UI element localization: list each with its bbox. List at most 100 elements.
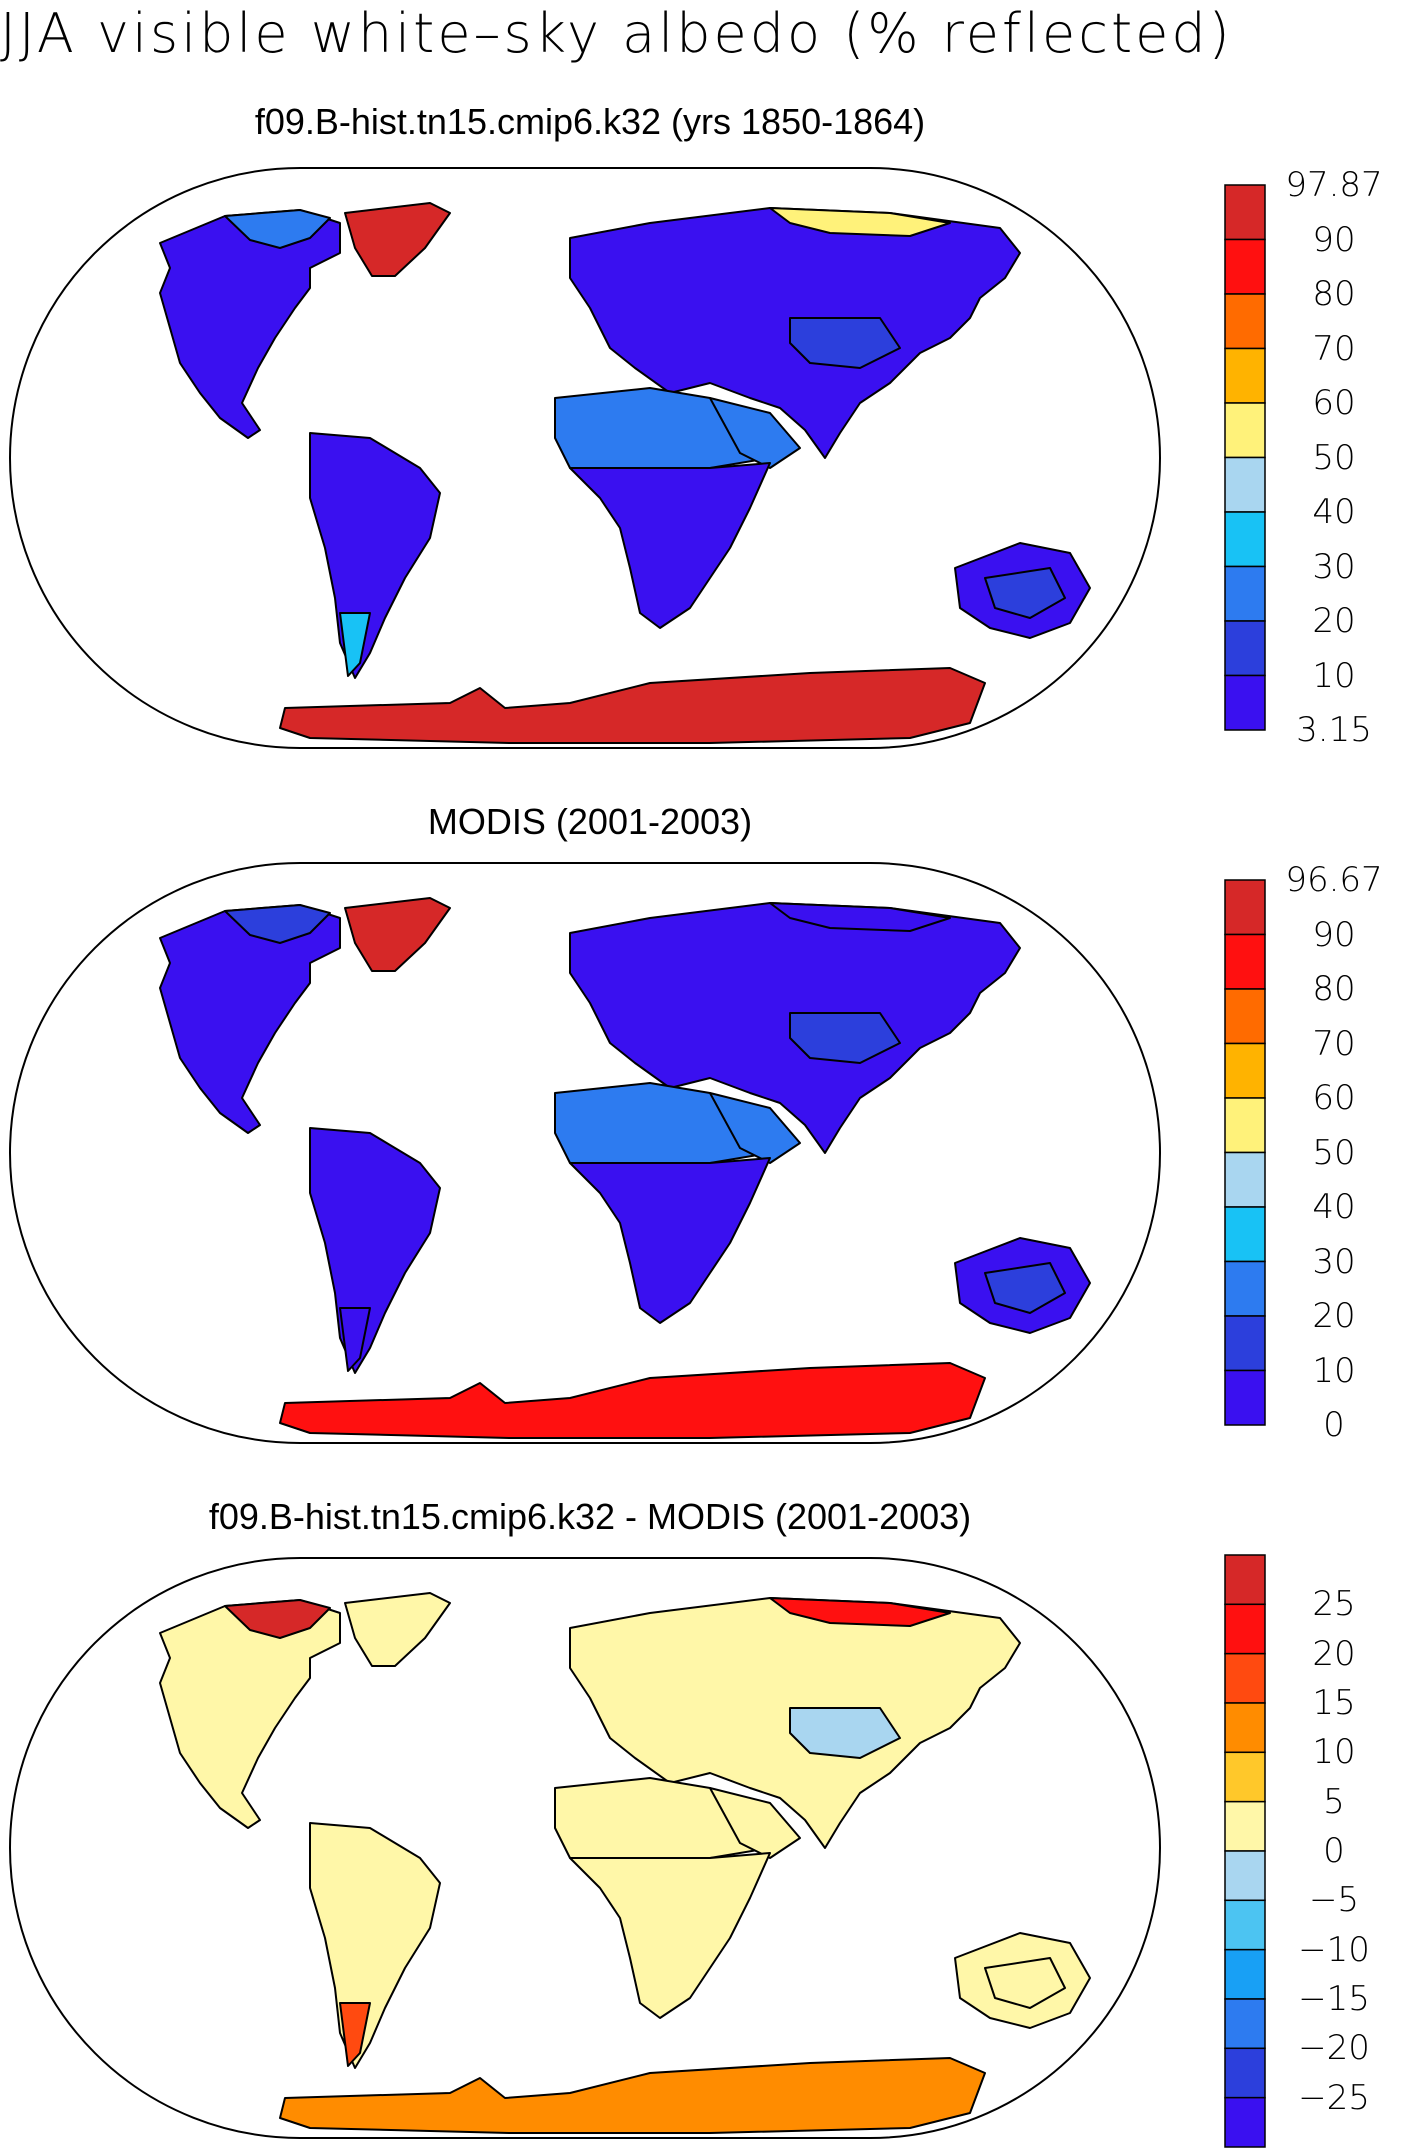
land-region-greenland <box>344 1592 451 1667</box>
colorbar-tick-label: −10 <box>1298 1929 1370 1970</box>
colorbar-tick-label: 5 <box>1323 1781 1345 1822</box>
land-region-patagonia <box>339 1307 371 1372</box>
colorbar-swatch <box>1224 565 1266 622</box>
map-panel-model <box>9 167 1266 749</box>
colorbar-tick-label: 60 <box>1312 383 1356 423</box>
colorbar-tick-label: 30 <box>1312 546 1356 587</box>
colorbar-swatch <box>1224 2096 1266 2148</box>
colorbar-tick-label: 10 <box>1312 1732 1356 1773</box>
land-region-antarctica <box>279 1362 986 1439</box>
colorbar-swatch <box>1224 1702 1266 1754</box>
colorbar-swatch <box>1224 238 1266 295</box>
colorbar-swatch <box>1224 1948 1266 2000</box>
colorbar-tick-label: −20 <box>1298 2028 1370 2069</box>
colorbar-tick-label: 0 <box>1323 1831 1345 1871</box>
map-frame <box>9 167 1161 749</box>
colorbar-tick-label: 96.67 <box>1285 860 1383 900</box>
colorbar <box>1224 879 1266 1426</box>
land-region-north-america <box>159 904 341 1134</box>
colorbar-swatch <box>1224 1097 1266 1154</box>
panel-title-model: f09.B-hist.tn15.cmip6.k32 (yrs 1850-1864… <box>254 101 926 142</box>
colorbar-swatch <box>1224 1998 1266 2050</box>
colorbar-tick-label: 0 <box>1323 1405 1345 1445</box>
colorbar <box>1224 1554 1266 2148</box>
map-panel-obs <box>9 862 1266 1444</box>
land-region-tibet <box>789 317 901 369</box>
panel-title-obs: MODIS (2001-2003) <box>427 801 753 842</box>
land-region-arabia <box>709 397 801 469</box>
colorbar-tick-label: 70 <box>1312 1023 1356 1064</box>
land-fill-layer <box>159 1592 1091 2134</box>
land-region-north-america <box>159 209 341 439</box>
map-frame <box>9 862 1161 1444</box>
land-region-canadian-arctic <box>224 1599 331 1639</box>
colorbar-swatch <box>1224 2047 1266 2099</box>
colorbar-tick-label: 30 <box>1312 1241 1356 1282</box>
colorbar-tick-label: −15 <box>1298 1979 1370 2019</box>
colorbar-swatch <box>1224 1260 1266 1317</box>
colorbar-swatch <box>1224 933 1266 990</box>
colorbar-tick-label: 80 <box>1312 969 1356 1009</box>
land-region-africa-south <box>569 462 771 629</box>
colorbar-swatch <box>1224 1151 1266 1208</box>
land-region-canadian-arctic <box>224 209 331 249</box>
colorbar-swatch <box>1224 1850 1266 1902</box>
colorbar-tick-label: 40 <box>1312 1187 1356 1227</box>
colorbar-tick-label: 25 <box>1312 1584 1356 1625</box>
land-fill-layer <box>159 897 1091 1439</box>
land-fill-layer <box>159 202 1091 744</box>
colorbar-tick-label: 20 <box>1312 1296 1356 1336</box>
land-region-africa-south <box>569 1157 771 1324</box>
land-region-arabia <box>709 1092 801 1164</box>
land-region-arabia <box>709 1787 801 1859</box>
colorbar-tick-label: 50 <box>1312 437 1356 478</box>
colorbar-tick-label: 10 <box>1312 655 1356 696</box>
colorbar-tick-label: 20 <box>1312 1633 1356 1674</box>
land-region-tibet <box>789 1012 901 1064</box>
colorbar-tick-label: 50 <box>1312 1132 1356 1173</box>
colorbar-tick-label: 3.15 <box>1296 710 1372 750</box>
colorbar-tick-label: 90 <box>1312 914 1356 955</box>
colorbar-tick-label: −5 <box>1308 1880 1360 1921</box>
colorbar-swatch <box>1224 1206 1266 1263</box>
colorbar-swatch <box>1224 347 1266 404</box>
land-region-greenland <box>344 897 451 972</box>
land-region-greenland <box>344 202 451 277</box>
colorbar-swatch <box>1224 1899 1266 1951</box>
land-region-tibet <box>789 1707 901 1759</box>
figure-title: JJA visible white–sky albedo (% reflecte… <box>0 2 1233 65</box>
colorbar-swatch <box>1224 402 1266 459</box>
land-region-australia-center <box>984 567 1066 619</box>
land-region-siberia-coast <box>769 1597 951 1627</box>
colorbar-swatch <box>1224 988 1266 1045</box>
colorbar-tick-label: 80 <box>1312 274 1356 314</box>
colorbar-tick-label: 15 <box>1312 1683 1356 1723</box>
colorbar-swatch <box>1224 293 1266 350</box>
colorbar-tick-label: 40 <box>1312 492 1356 532</box>
colorbar-swatch <box>1224 456 1266 513</box>
map-panel-diff <box>9 1554 1266 2148</box>
colorbar-swatch <box>1224 674 1266 731</box>
colorbar-tick-label: 60 <box>1312 1078 1356 1118</box>
colorbar-swatch <box>1224 1652 1266 1704</box>
land-region-africa-south <box>569 1852 771 2019</box>
colorbar-swatch <box>1224 511 1266 568</box>
land-region-siberia-coast <box>769 207 951 237</box>
colorbar-swatch <box>1224 620 1266 677</box>
land-region-antarctica <box>279 667 986 744</box>
land-region-north-america <box>159 1599 341 1829</box>
colorbar-swatch <box>1224 1369 1266 1426</box>
colorbar-tick-label: 10 <box>1312 1350 1356 1391</box>
land-region-antarctica <box>279 2057 986 2134</box>
land-region-australia-center <box>984 1262 1066 1314</box>
land-region-patagonia <box>339 2002 371 2067</box>
colorbar-tick-label: 97.87 <box>1285 165 1383 205</box>
colorbar-tick-label: 70 <box>1312 328 1356 369</box>
colorbar-tick-label: −25 <box>1298 2077 1370 2118</box>
colorbar-swatch <box>1224 1554 1266 1606</box>
colorbar-swatch <box>1224 184 1266 241</box>
land-region-canadian-arctic <box>224 904 331 944</box>
colorbar-swatch <box>1224 1603 1266 1655</box>
colorbar <box>1224 184 1266 731</box>
map-frame <box>9 1557 1161 2139</box>
